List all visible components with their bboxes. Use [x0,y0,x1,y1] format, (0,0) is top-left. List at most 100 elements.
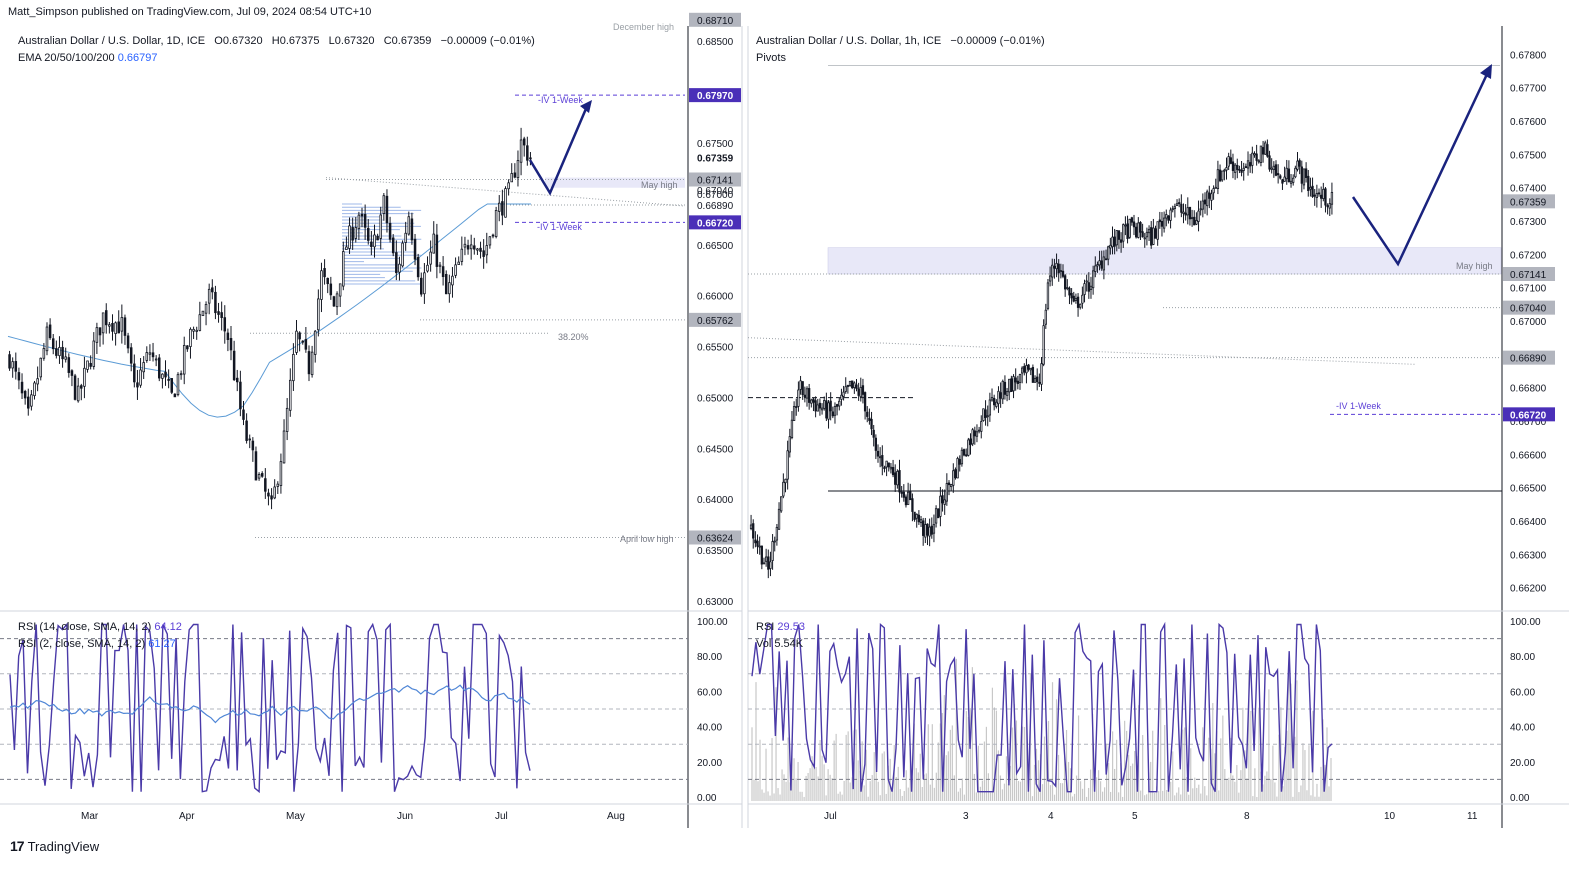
right-price-tag: 0.67040 [1510,304,1547,315]
candle-down [301,340,305,343]
tradingview-logo[interactable]: 17 TradingView [10,838,99,854]
candle-down [211,287,214,293]
candle-up [404,232,407,243]
candle-down [1236,164,1239,170]
candle-down [420,277,423,295]
candle-down [868,417,871,421]
candle-down [1261,147,1265,155]
left-time-tick: Aug [607,811,625,822]
candle-up [182,345,186,375]
candle-up [1137,222,1140,238]
candle-down [491,234,495,237]
candle-up [345,246,348,250]
volume-legend[interactable]: Vol 5.54K [756,638,803,650]
candle-down [220,312,223,318]
ohlc-high-label: H [271,35,280,47]
candle-up [373,234,376,248]
candle-up [1259,145,1263,163]
right-price-tick: 0.67800 [1510,50,1547,61]
candle-down [466,245,470,250]
candle-down [866,411,869,417]
candle-up [842,391,845,397]
candle-up [1270,167,1273,170]
left-symbol-title[interactable]: Australian Dollar / U.S. Dollar, 1D, ICE [18,35,206,47]
candle-up [844,386,847,392]
candle-up [313,330,317,355]
candle-down [410,218,414,241]
candle-up [382,195,386,214]
candle-down [1304,168,1308,179]
right-price-tick: 0.66500 [1510,484,1547,495]
candle-up [1227,156,1230,167]
candle-up [823,400,826,409]
candle-down [911,498,914,512]
candle-down [1057,263,1060,274]
left-price-tag: 0.68710 [697,16,734,27]
candle-up [1124,224,1127,227]
left-rsi-tick: 0.00 [697,793,717,804]
candle-down [326,277,329,285]
candle-down [808,388,811,403]
ema-legend[interactable]: EMA 20/50/100/200 0.66797 [18,52,157,64]
ohlc-close-label: C [383,35,392,47]
candle-down [1061,270,1065,277]
candle-up [1289,180,1293,184]
candle-down [926,523,929,536]
candle-down [1132,221,1136,228]
candle-up [1225,167,1228,171]
candle-up [192,328,195,332]
candle-down [136,382,139,388]
candle-up [36,378,39,385]
candle-up [977,429,981,432]
right-price-tag: 0.67141 [1510,270,1547,281]
candle-down [126,335,130,349]
candle-up [1212,188,1215,194]
candle-up [1322,188,1325,199]
left-legend: Australian Dollar / U.S. Dollar, 1D, ICE… [18,35,535,47]
left-rsi14-line [9,684,531,724]
candle-down [1229,157,1232,164]
right-rsi-legend[interactable]: RSI 29.53 [756,621,805,633]
candle-up [1085,280,1088,283]
rsi14-legend[interactable]: RSI (14, close, SMA, 14, 2) 64.12 [18,621,182,633]
left-rsi-tick: 100.00 [697,617,728,628]
candle-down [323,268,326,278]
candle-down [1326,205,1329,208]
forecast-arrowhead-right [1480,64,1492,79]
candle-down [242,409,245,420]
left-candles [8,127,532,510]
right-symbol-title[interactable]: Australian Dollar / U.S. Dollar, 1h, ICE [756,35,942,47]
candle-up [469,244,473,250]
candle-up [1294,167,1297,178]
candle-up [108,324,111,327]
right-iv-label: -IV 1-Week [1336,401,1381,411]
forecast-arrow-right [1351,71,1490,267]
candle-up [1309,186,1312,190]
right-time-tick: 10 [1384,811,1396,822]
candle-down [874,437,878,451]
candle-up [1162,217,1166,229]
candle-down [1100,260,1103,269]
candle-up [510,173,513,183]
candle-up [853,382,856,388]
pivots-legend[interactable]: Pivots [756,52,786,64]
candle-up [451,275,454,286]
candle-down [898,470,901,493]
rsi2-legend[interactable]: RSI (2, close, SMA, 14, 2) 61.27 [18,638,176,650]
candle-down [473,245,476,250]
candle-down [754,539,757,544]
candle-up [504,188,507,218]
candle-down [1087,282,1090,292]
candle-up [161,373,164,379]
tradingview-brand: TradingView [27,838,100,854]
candle-down [366,227,370,241]
left-price-tag-bg [689,172,741,187]
candle-up [1012,376,1015,392]
candle-down [1023,366,1026,373]
candle-down [526,145,529,161]
candle-down [229,338,233,351]
left-price-tag-bg [689,88,741,103]
candle-down [1184,212,1187,216]
right-price-tick: 0.67400 [1510,184,1547,195]
